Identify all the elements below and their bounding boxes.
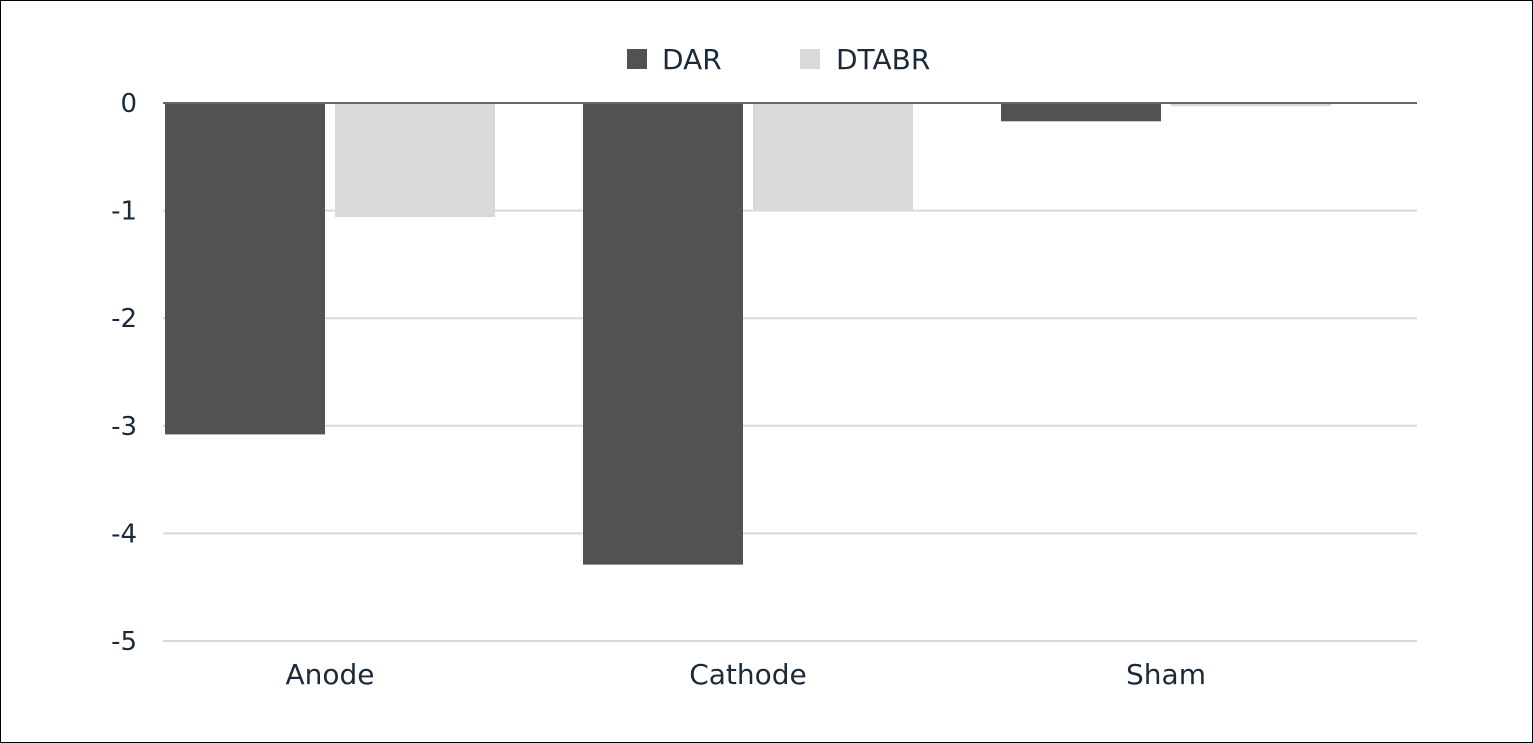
legend-label: DAR	[662, 43, 722, 76]
bar-dtabr-anode	[335, 103, 495, 218]
bar-dar-sham	[1001, 103, 1161, 122]
y-tick-label: -4	[111, 519, 137, 549]
y-tick-label: -2	[111, 304, 137, 334]
bar-dtabr-sham	[1171, 103, 1331, 107]
bar-dtabr-cathode	[753, 103, 913, 210]
axis-layer: 0 -1 -2 -3 -4 -5 Anode Cathode Sham	[111, 89, 1417, 691]
x-category-label: Sham	[1126, 658, 1206, 691]
bar-layer	[165, 103, 1331, 565]
y-tick-label: -5	[111, 627, 137, 657]
x-category-label: Anode	[285, 658, 374, 691]
grid-layer	[163, 209, 1417, 642]
legend-swatch	[800, 49, 820, 69]
legend-label: DTABR	[836, 43, 930, 76]
y-tick-label: 0	[120, 89, 137, 119]
x-category-label: Cathode	[689, 658, 807, 691]
legend-swatch	[627, 49, 647, 69]
legend: DAR DTABR	[627, 43, 930, 76]
bar-dar-anode	[165, 103, 325, 435]
bar-dar-cathode	[583, 103, 743, 565]
y-tick-label: -3	[111, 412, 137, 442]
y-tick-label: -1	[111, 197, 137, 227]
